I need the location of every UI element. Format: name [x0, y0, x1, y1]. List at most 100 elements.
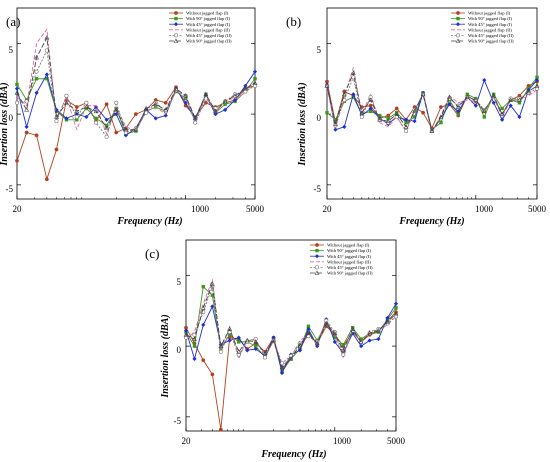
- point-c-5-10: [271, 337, 276, 343]
- point-c-2-17: [332, 339, 337, 344]
- point-c-4-6: [236, 352, 241, 357]
- point-c-5-24: [393, 310, 399, 316]
- point-a-0-0: [15, 158, 19, 163]
- legend-a: Without jagged flap (I)With 90° jagged f…: [169, 11, 232, 44]
- point-a-4-5: [64, 93, 69, 98]
- y-tick-label-b-0: -5: [314, 184, 322, 194]
- point-b-4-5: [368, 95, 373, 100]
- point-b-1-24: [535, 75, 539, 80]
- point-a-0-4: [54, 147, 59, 152]
- legend-marker-b-1: [456, 16, 460, 21]
- point-b-5-7: [385, 118, 391, 123]
- point-c-1-1: [192, 344, 197, 348]
- legend-marker-b-4: [455, 33, 460, 38]
- point-c-2-5: [227, 338, 232, 343]
- legend-label-a-0: Without jagged flap (I): [186, 11, 229, 16]
- series-line-c-4: [185, 286, 397, 364]
- point-a-5-20: [213, 108, 218, 114]
- series-line-b-4: [326, 76, 538, 132]
- point-a-5-1: [24, 107, 30, 112]
- series-line-a-3: [16, 28, 256, 135]
- point-c-2-7: [245, 348, 250, 353]
- x-tick-label-a-2: 5000: [246, 204, 265, 214]
- x-tick-label-b-1: 1000: [475, 204, 494, 214]
- legend-label-a-3: Without jagged flap (II): [186, 27, 230, 32]
- point-c-5-18: [340, 347, 346, 353]
- point-a-1-6: [75, 118, 79, 122]
- point-a-0-6: [74, 105, 79, 109]
- point-a-5-21: [222, 98, 228, 104]
- point-b-5-23: [526, 88, 531, 94]
- point-c-2-24: [393, 301, 399, 306]
- point-b-1-15: [456, 112, 460, 116]
- point-c-1-17: [333, 335, 337, 340]
- point-b-5-5: [368, 97, 374, 102]
- point-c-1-3: [210, 293, 215, 297]
- point-b-1-5: [368, 109, 373, 113]
- point-a-4-4: [54, 119, 59, 124]
- point-b-1-3: [351, 95, 356, 99]
- point-b-2-5: [368, 106, 373, 111]
- point-a-1-17: [183, 96, 188, 101]
- point-a-5-15: [163, 107, 169, 112]
- point-a-0-2: [34, 133, 39, 138]
- point-c-5-8: [253, 339, 259, 344]
- point-c-2-19: [350, 331, 355, 336]
- legend-label-a-1: With 90° jagged flap (I): [186, 16, 230, 21]
- point-b-2-3: [351, 92, 356, 97]
- legend-label-c-2: With 45° jagged flap (I): [327, 254, 371, 259]
- point-b-1-22: [517, 101, 522, 105]
- point-c-5-13: [297, 342, 303, 347]
- point-b-1-7: [386, 116, 390, 121]
- legend-label-a-4: With 45° jagged flap (II): [186, 33, 232, 38]
- point-a-2-11: [123, 133, 128, 138]
- y-tick-label-a-2: 5: [9, 45, 14, 55]
- y-tick-label-b-2: 5: [317, 45, 322, 55]
- legend-label-b-3: Without jagged flap (II): [468, 27, 512, 32]
- point-c-1-5: [227, 333, 232, 337]
- x-tick-label-c-0: 20: [182, 436, 192, 446]
- point-a-0-12: [133, 112, 138, 117]
- point-a-2-15: [163, 113, 168, 118]
- point-a-4-19: [203, 96, 208, 101]
- point-b-2-2: [342, 124, 347, 129]
- point-c-5-15: [314, 340, 320, 346]
- point-a-5-22: [232, 93, 238, 98]
- point-c-1-24: [394, 306, 398, 310]
- point-a-5-24: [252, 80, 258, 85]
- legend-marker-a-5: [173, 38, 179, 43]
- y-axis-title-a: Insertion loss (dBA): [0, 82, 10, 166]
- point-c-5-22: [376, 327, 381, 333]
- point-b-2-15: [456, 109, 461, 114]
- legend-label-b-1: With 90° jagged flap (I): [468, 16, 512, 21]
- point-c-2-3: [210, 304, 215, 309]
- panel-label-b: (b): [286, 14, 301, 29]
- point-b-1-18: [482, 115, 486, 119]
- point-a-2-21: [223, 107, 228, 112]
- point-a-0-10: [114, 130, 119, 135]
- x-tick-label-b-0: 20: [323, 204, 333, 214]
- point-c-5-7: [244, 337, 250, 343]
- point-a-1-2: [34, 77, 39, 81]
- point-c-5-14: [306, 330, 311, 336]
- point-c-4-8: [253, 337, 258, 342]
- point-a-4-6: [74, 114, 79, 119]
- point-a-5-9: [104, 125, 110, 131]
- point-c-5-19: [350, 326, 356, 331]
- point-c-2-22: [376, 336, 381, 342]
- point-b-1-13: [439, 120, 443, 125]
- plot-frame-b: [326, 7, 538, 200]
- legend-label-b-2: With 45° jagged flap (I): [468, 22, 512, 27]
- x-tick-label-a-1: 1000: [191, 204, 210, 214]
- point-c-5-16: [323, 320, 329, 326]
- point-b-5-22: [517, 97, 522, 102]
- point-c-1-6: [237, 340, 241, 344]
- point-b-2-20: [500, 117, 505, 122]
- point-c-1-8: [253, 344, 258, 348]
- point-b-5-11: [420, 91, 426, 97]
- series-line-b-1: [326, 77, 538, 131]
- point-a-5-5: [64, 100, 69, 105]
- legend-marker-c-2: [314, 254, 320, 259]
- legend-marker-b-2: [455, 22, 461, 27]
